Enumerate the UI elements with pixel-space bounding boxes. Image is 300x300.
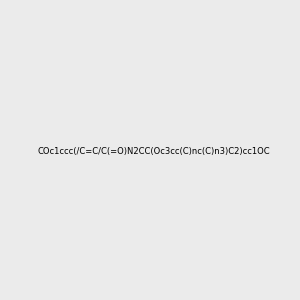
Text: COc1ccc(/C=C/C(=O)N2CC(Oc3cc(C)nc(C)n3)C2)cc1OC: COc1ccc(/C=C/C(=O)N2CC(Oc3cc(C)nc(C)n3)C… bbox=[38, 147, 270, 156]
